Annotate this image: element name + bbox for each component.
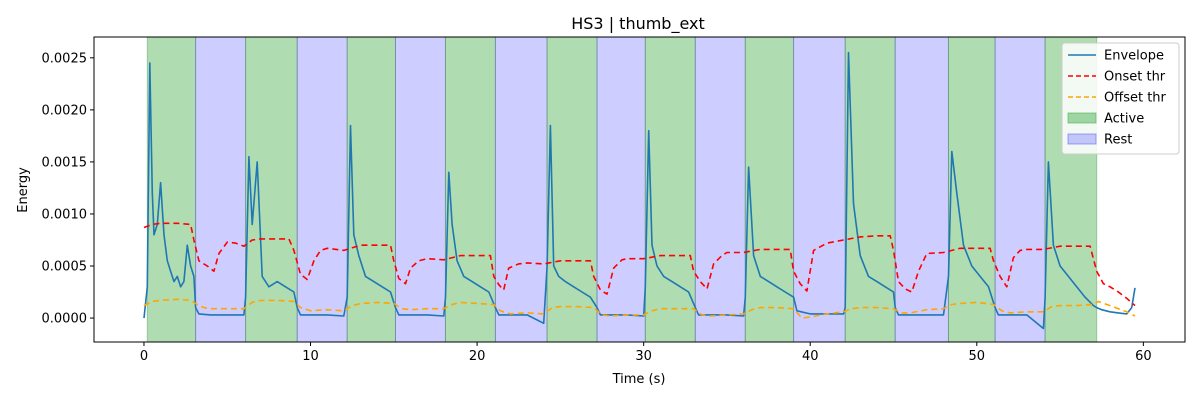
series-onset-thr (143, 222, 1136, 307)
region-active-10 (644, 37, 696, 342)
x-tick-label: 50 (969, 349, 986, 364)
legend-swatch-rest (1067, 133, 1097, 145)
series-lines (143, 51, 1136, 330)
region-rest-15 (894, 37, 949, 342)
legend-label: Offset thr (1104, 91, 1167, 106)
x-tick-label: 0 (140, 349, 148, 364)
x-tick-label: 20 (469, 349, 486, 364)
region-active-6 (444, 37, 496, 342)
y-tick-label: 0.0000 (42, 312, 88, 327)
region-rest-9 (596, 37, 646, 342)
x-tick-label: 10 (302, 349, 319, 364)
y-tick-label: 0.0010 (42, 207, 88, 222)
y-tick-label: 0.0020 (42, 103, 88, 118)
region-rest-11 (694, 37, 746, 342)
legend-swatch-active (1067, 112, 1097, 124)
y-axis-label: Energy (16, 167, 31, 213)
x-axis: 0 10 20 30 40 50 60 (140, 342, 1152, 364)
y-tick-label: 0.0015 (42, 155, 88, 170)
shaded-regions (146, 37, 1098, 342)
legend-label: Onset thr (1104, 70, 1166, 85)
y-axis: 0.0000 0.0005 0.0010 0.0015 0.0020 0.0025 (42, 51, 94, 327)
chart-title: HS3 | thumb_ext (571, 14, 705, 34)
x-tick-label: 30 (635, 349, 652, 364)
region-active-16 (947, 37, 996, 342)
y-tick-label: 0.0025 (42, 51, 88, 66)
legend-label: Rest (1104, 133, 1132, 148)
region-active-8 (546, 37, 598, 342)
legend-label: Active (1104, 112, 1144, 127)
region-rest-13 (793, 37, 846, 342)
region-rest-5 (394, 37, 446, 342)
series-envelope (143, 51, 1136, 330)
x-axis-label: Time (s) (612, 372, 666, 387)
x-tick-label: 40 (802, 349, 819, 364)
plot-frame (93, 36, 1186, 343)
region-rest-1 (195, 37, 247, 342)
region-active-4 (346, 37, 396, 342)
region-rest-3 (296, 37, 348, 342)
region-rest-7 (494, 37, 548, 342)
legend-box (1061, 42, 1180, 155)
legend-label: Envelope (1104, 49, 1164, 64)
region-rest-17 (994, 37, 1046, 342)
series-offset-thr (143, 298, 1136, 319)
legend: Envelope Onset thr Offset thr Active Rest (1061, 42, 1180, 155)
region-active-0 (146, 37, 197, 342)
y-tick-label: 0.0005 (42, 260, 88, 275)
x-tick-label: 60 (1135, 349, 1152, 364)
region-active-12 (744, 37, 795, 342)
region-active-2 (245, 37, 298, 342)
